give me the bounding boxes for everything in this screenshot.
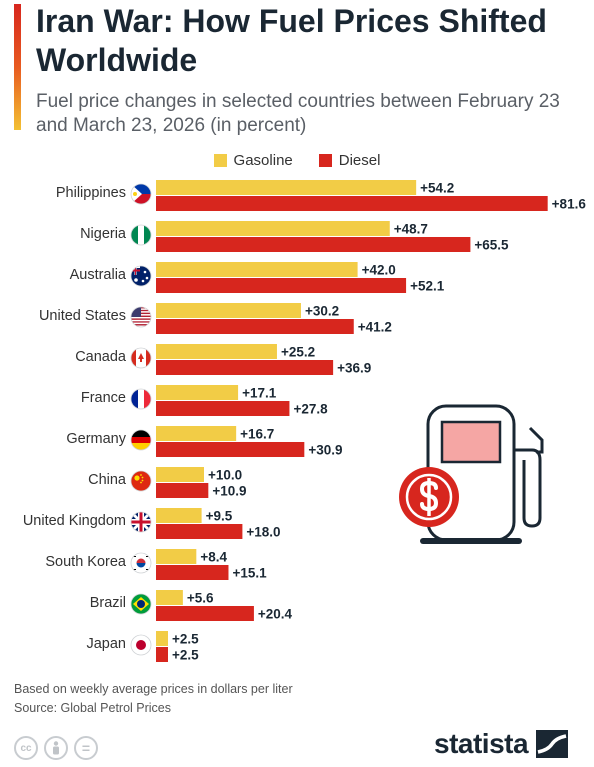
bar-gasoline-brazil — [156, 590, 183, 605]
bar-diesel-japan — [156, 647, 168, 662]
bar-diesel-nigeria — [156, 237, 471, 252]
data-label-gasoline-brazil: +5.6 — [187, 591, 214, 606]
bar-diesel-china — [156, 483, 209, 498]
category-label-brazil: Brazil — [90, 595, 126, 611]
flag-icon-philippines — [130, 183, 152, 205]
data-label-gasoline-china: +10.0 — [208, 468, 242, 483]
bar-diesel-australia — [156, 278, 407, 293]
bar-diesel-united-kingdom — [156, 524, 243, 539]
flag-icon-japan — [130, 634, 152, 656]
legend-item-diesel: Diesel — [318, 148, 381, 172]
flag-icon-south-korea — [130, 552, 152, 574]
bar-gasoline-australia — [156, 262, 358, 277]
category-label-germany: Germany — [66, 431, 126, 447]
data-label-gasoline-canada: +25.2 — [281, 345, 315, 360]
legend-swatch-diesel — [318, 153, 332, 167]
flag-icon-australia — [130, 265, 152, 287]
flag-icon-germany — [130, 429, 152, 451]
data-label-gasoline-france: +17.1 — [242, 386, 277, 401]
flag-icon-united-kingdom — [130, 511, 152, 533]
data-label-diesel-united-kingdom: +18.0 — [246, 525, 280, 540]
bar-gasoline-nigeria — [156, 221, 390, 236]
category-label-united-kingdom: United Kingdom — [23, 513, 126, 529]
data-label-gasoline-australia: +42.0 — [362, 263, 396, 278]
legend-swatch-gasoline — [213, 153, 227, 167]
bar-diesel-philippines — [156, 196, 548, 211]
bar-diesel-brazil — [156, 606, 254, 621]
category-label-china: China — [88, 472, 127, 488]
data-label-diesel-japan: +2.5 — [172, 648, 199, 663]
flag-icon-nigeria — [130, 224, 152, 246]
bar-gasoline-china — [156, 467, 204, 482]
bar-diesel-united-states — [156, 319, 354, 334]
data-label-gasoline-united-kingdom: +9.5 — [206, 509, 233, 524]
category-label-australia: Australia — [70, 267, 127, 283]
person-icon — [53, 741, 59, 755]
data-label-diesel-philippines: +81.6 — [552, 197, 587, 212]
chart-title: Iran War: How Fuel Prices Shifted Worldw… — [36, 3, 547, 78]
chart-subtitle: Fuel price changes in selected countries… — [36, 91, 560, 136]
source-note: Source: Global Petrol Prices — [14, 701, 172, 715]
statista-logo[interactable]: statista — [434, 728, 569, 760]
bar-gasoline-philippines — [156, 180, 417, 195]
data-label-diesel-brazil: +20.4 — [258, 607, 293, 622]
data-label-diesel-nigeria: +65.5 — [474, 238, 509, 253]
bar-chart: Philippines +54.2 +81.6 Nigeria +48.7 +65.5 Au… — [23, 180, 587, 663]
flag-icon-united-states — [130, 306, 152, 328]
accent-bar — [14, 4, 21, 130]
bar-gasoline-united-states — [156, 303, 301, 318]
data-label-diesel-france: +27.8 — [293, 402, 328, 417]
bar-gasoline-france — [156, 385, 239, 400]
brand-name: statista — [434, 728, 529, 759]
data-label-diesel-china: +10.9 — [212, 484, 246, 499]
category-label-south-korea: South Korea — [45, 554, 127, 570]
category-label-japan: Japan — [86, 636, 126, 652]
flag-icon-france — [130, 388, 152, 410]
category-label-philippines: Philippines — [56, 185, 126, 201]
bar-gasoline-canada — [156, 344, 277, 359]
legend-label-diesel: Diesel — [338, 151, 381, 169]
legend: Gasoline Diesel — [0, 148, 594, 172]
data-label-diesel-australia: +52.1 — [410, 279, 445, 294]
data-label-gasoline-germany: +16.7 — [240, 427, 274, 442]
bar-gasoline-south-korea — [156, 549, 197, 564]
category-label-nigeria: Nigeria — [80, 226, 127, 242]
bar-diesel-france — [156, 401, 290, 416]
bar-diesel-germany — [156, 442, 305, 457]
data-label-diesel-canada: +36.9 — [337, 361, 371, 376]
data-label-gasoline-nigeria: +48.7 — [394, 222, 428, 237]
category-label-france: France — [81, 390, 126, 406]
license-icons: cc = — [14, 736, 98, 760]
bar-gasoline-germany — [156, 426, 237, 441]
data-label-diesel-south-korea: +15.1 — [232, 566, 267, 581]
bar-diesel-south-korea — [156, 565, 229, 580]
attribution-icon[interactable] — [44, 736, 68, 760]
dollar-icon — [399, 467, 459, 527]
data-label-gasoline-united-states: +30.2 — [305, 304, 339, 319]
category-label-canada: Canada — [75, 349, 127, 365]
flag-icon-brazil — [130, 593, 152, 615]
data-label-diesel-germany: +30.9 — [308, 443, 342, 458]
data-label-gasoline-south-korea: +8.4 — [200, 550, 227, 565]
legend-item-gasoline: Gasoline — [213, 148, 293, 172]
bar-gasoline-japan — [156, 631, 168, 646]
category-label-united-states: United States — [39, 308, 126, 324]
no-derivatives-icon[interactable]: = — [74, 736, 98, 760]
legend-label-gasoline: Gasoline — [233, 151, 293, 169]
bar-gasoline-united-kingdom — [156, 508, 202, 523]
statista-mark-icon — [536, 730, 569, 758]
data-label-gasoline-philippines: +54.2 — [420, 181, 454, 196]
data-label-diesel-united-states: +41.2 — [358, 320, 392, 335]
cc-icon[interactable]: cc — [14, 736, 38, 760]
flag-icon-china — [130, 470, 152, 492]
data-label-gasoline-japan: +2.5 — [172, 632, 199, 647]
flag-icon-canada — [130, 347, 152, 369]
bar-diesel-canada — [156, 360, 334, 375]
footnote: Based on weekly average prices in dollar… — [14, 682, 293, 696]
